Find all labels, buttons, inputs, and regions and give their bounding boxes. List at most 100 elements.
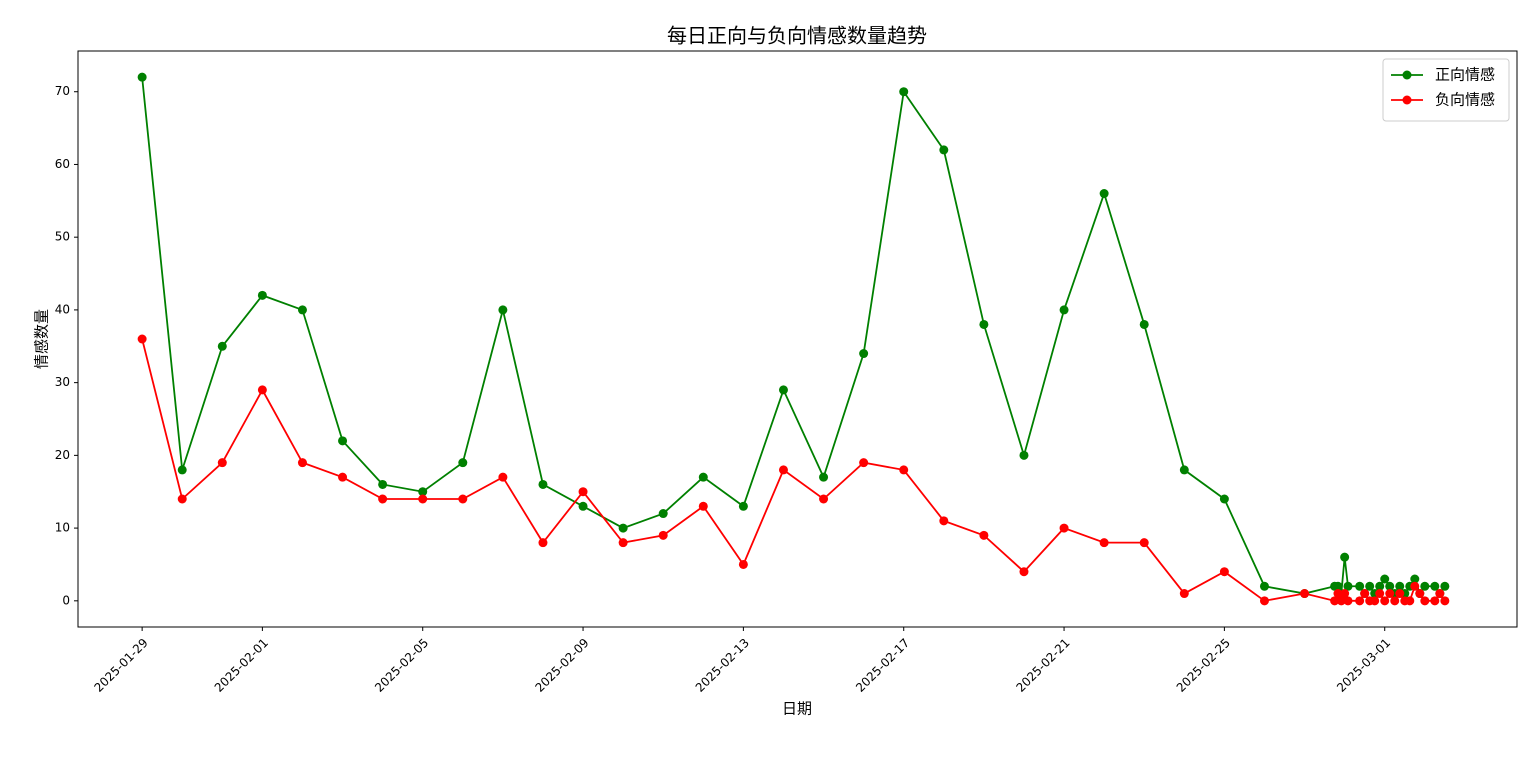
data-point [1219,567,1229,577]
data-point [1390,596,1400,606]
x-tick-label: 2025-02-01 [212,636,271,695]
series-line [141,77,1446,597]
data-point [257,290,267,300]
data-point [378,494,388,504]
legend-label: 负向情感 [1435,91,1495,109]
x-axis-label: 日期 [782,700,812,718]
data-point [618,523,628,533]
data-point [177,494,187,504]
data-point [1435,589,1445,599]
data-point [1410,581,1420,591]
data-point [498,305,508,315]
legend-marker [1402,70,1412,80]
data-point [979,530,989,540]
data-point [1380,574,1390,584]
x-tick-label: 2025-02-17 [853,636,912,695]
data-point [1300,589,1310,599]
data-point [1059,523,1069,533]
data-point [1410,574,1420,584]
data-point [1440,581,1450,591]
data-point [1430,596,1440,606]
x-tick-label: 2025-02-13 [693,636,752,695]
data-point [1380,596,1390,606]
x-tick-label: 2025-02-21 [1013,636,1072,695]
y-tick-label: 30 [55,375,70,389]
data-point [1219,494,1229,504]
legend-label: 正向情感 [1435,66,1495,84]
data-point [698,472,708,482]
data-point [217,458,227,468]
data-point [338,472,348,482]
data-point [1355,581,1365,591]
legend-marker [1402,95,1412,105]
data-point [257,385,267,395]
data-point [1179,589,1189,599]
data-point [899,87,909,97]
data-point [1333,581,1343,591]
data-point [378,479,388,489]
data-point [578,501,588,511]
data-point [1365,581,1375,591]
y-tick-label: 50 [55,230,70,244]
data-point [1355,596,1365,606]
y-tick-label: 0 [62,593,70,607]
data-point [1405,596,1415,606]
data-point [738,559,748,569]
data-point [1420,596,1430,606]
data-point [1430,581,1440,591]
data-point [338,436,348,446]
data-point [1420,581,1430,591]
data-point [538,479,548,489]
data-point [859,349,869,359]
x-tick-label: 2025-02-25 [1174,636,1233,695]
data-point [1340,552,1350,562]
data-point [1395,589,1405,599]
data-point [1370,596,1380,606]
data-point [1099,538,1109,548]
data-point [1336,596,1346,606]
data-point [418,494,428,504]
x-tick-label: 2025-01-29 [92,636,151,695]
data-point [177,465,187,475]
data-point [979,319,989,329]
data-point [939,145,949,155]
data-point [1059,305,1069,315]
data-point [658,509,668,519]
data-point [1343,581,1353,591]
data-point [1375,581,1385,591]
y-tick-label: 10 [55,521,70,535]
data-point [618,538,628,548]
x-tick-label: 2025-02-09 [532,636,591,695]
data-point [1340,589,1350,599]
data-point [1385,589,1395,599]
data-point [939,516,949,526]
data-point [698,501,708,511]
data-point [1395,581,1405,591]
data-point [1360,589,1370,599]
data-point [1333,589,1343,599]
data-point [538,538,548,548]
data-point [658,530,668,540]
data-point [297,305,307,315]
data-point [1259,596,1269,606]
data-point [1385,581,1395,591]
data-point [859,458,869,468]
data-point [778,465,788,475]
data-point [137,334,147,344]
data-point [1139,319,1149,329]
data-point [819,494,829,504]
y-tick-label: 40 [55,302,70,316]
data-point [1139,538,1149,548]
data-point [819,472,829,482]
y-axis-label: 情感数量 [33,309,51,369]
data-point [458,458,468,468]
data-point [1259,581,1269,591]
x-tick-label: 2025-02-05 [372,636,431,695]
data-point [738,501,748,511]
data-point [1330,596,1340,606]
data-point [1415,589,1425,599]
data-point [1343,596,1353,606]
x-tick-label: 2025-03-01 [1334,636,1393,695]
data-point [217,341,227,351]
